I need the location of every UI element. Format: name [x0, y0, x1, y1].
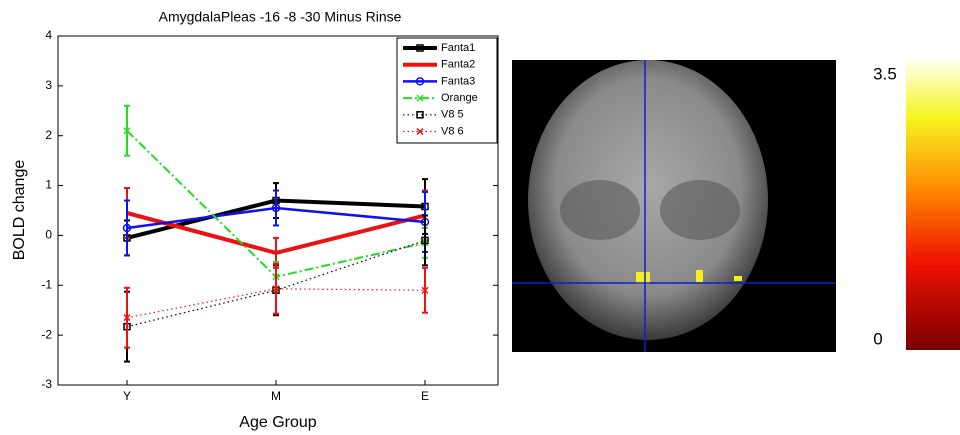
y-tick-label: 1 [45, 178, 52, 192]
y-tick-label: 4 [45, 28, 52, 42]
legend-label: V8 5 [441, 109, 464, 121]
legend-label: Orange [441, 92, 478, 104]
y-axis-label: BOLD change [11, 160, 28, 261]
y-tick-label: -1 [41, 277, 52, 291]
activation-blob [734, 276, 742, 281]
legend-label: V8 6 [441, 125, 464, 137]
legend-label: Fanta3 [441, 75, 475, 87]
brain-image [512, 60, 836, 352]
brain-region [560, 180, 640, 240]
x-tick-label: E [421, 389, 429, 403]
activation-blob [636, 272, 650, 284]
legend-label: Fanta2 [441, 59, 475, 71]
page: AmygdalaPleas -16 -8 -30 Minus Rinse BOL… [0, 0, 960, 435]
activation-blob [696, 270, 703, 282]
figure: AmygdalaPleas -16 -8 -30 Minus Rinse BOL… [0, 0, 960, 435]
colorbar [906, 60, 960, 350]
brain-region [660, 180, 740, 240]
chart-title: AmygdalaPleas -16 -8 -30 Minus Rinse [159, 9, 402, 25]
y-tick-label: 2 [45, 128, 52, 142]
y-tick-label: -2 [41, 327, 52, 341]
x-axis-label: Age Group [239, 414, 316, 431]
legend-label: Fanta1 [441, 42, 475, 54]
x-tick-label: Y [123, 389, 131, 403]
x-tick-label: M [271, 389, 281, 403]
y-tick-label: 0 [45, 228, 52, 242]
colorbar-label: 0 [873, 329, 882, 348]
colorbar-label: 3.5 [873, 64, 897, 83]
y-tick-label: -3 [41, 377, 52, 391]
y-tick-label: 3 [45, 78, 52, 92]
